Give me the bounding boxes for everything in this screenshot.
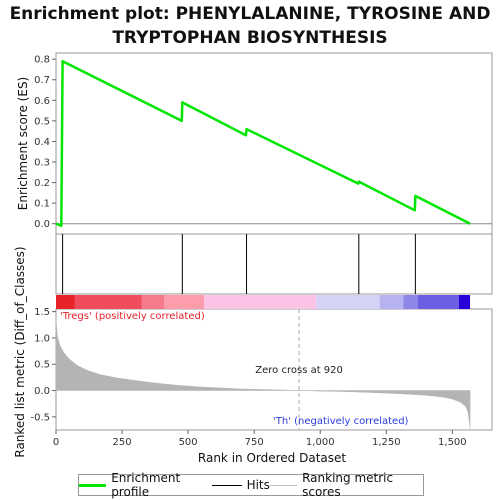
x-tick-label: 1,500: [438, 437, 467, 448]
ranked-y-tick-label: 0.5: [34, 360, 50, 371]
heat-bar-segment: [418, 295, 459, 309]
es-y-tick-label: 0.3: [34, 158, 50, 169]
legend-item-hits: Hits: [211, 478, 270, 492]
legend-label-ranking: Ranking metric scores: [302, 471, 394, 499]
es-y-tick-label: 0.4: [34, 137, 50, 148]
enrichment-profile-line: [55, 59, 471, 228]
ranked-y-axis-title: Ranked list metric (Diff_of_Classes): [13, 246, 27, 457]
legend-label-enrichment: Enrichment profile: [111, 471, 181, 499]
es-y-tick-label: 0.1: [34, 199, 50, 210]
ranked-y-tick-label: 1.0: [34, 333, 50, 344]
x-tick-label: 750: [245, 437, 264, 448]
es-y-tick-label: 0.5: [34, 116, 50, 127]
ranked-y-tick-label: 1.5: [34, 307, 50, 318]
es-y-tick-label: 0.6: [34, 96, 50, 107]
legend-swatch-hits: [211, 484, 242, 486]
es-y-tick-label: 0.7: [34, 75, 50, 86]
chart-title-line-1: Enrichment plot: PHENYLALANINE, TYROSINE…: [9, 4, 491, 24]
es-y-tick-label: 0.0: [34, 219, 50, 230]
legend-item-ranking: Ranking metric scores: [269, 471, 423, 499]
heat-bar-segment: [403, 295, 419, 309]
heat-bar-segment: [458, 295, 471, 309]
x-axis-title: Rank in Ordered Dataset: [198, 451, 346, 465]
legend-label-hits: Hits: [246, 478, 270, 492]
zero-cross-label: Zero cross at 920: [255, 365, 343, 376]
x-tick-label: 0: [53, 437, 59, 448]
x-tick-label: 250: [113, 437, 132, 448]
chart-title-line-2: TRYPTOPHAN BIOSYNTHESIS: [112, 28, 388, 48]
heat-bar-segment: [316, 295, 380, 309]
legend-item-enrichment: Enrichment profile: [79, 471, 212, 499]
ranking-metric-area: [55, 319, 471, 429]
legend-swatch-enrichment: [79, 483, 107, 487]
positive-class-label: 'Tregs' (positively correlated): [60, 311, 205, 322]
es-y-tick-label: 0.2: [34, 178, 50, 189]
heat-bar-segment: [379, 295, 404, 309]
heat-bar-segment: [56, 295, 75, 309]
es-y-tick-label: 0.8: [34, 55, 50, 66]
ranked-y-tick-label: -0.5: [30, 412, 50, 423]
x-tick-label: 1,000: [306, 437, 335, 448]
hits-panel-frame: [55, 233, 493, 295]
plot-area: 0.0 0.1 0.2 0.3 0.4 0.5 0.6 0.7 0.8 Enrichment sc…: [13, 52, 493, 465]
x-tick-label: 500: [179, 437, 198, 448]
ranked-y-tick-label: 0.0: [34, 386, 50, 397]
es-y-axis-title: Enrichment score (ES): [16, 77, 30, 210]
x-tick-label: 1,250: [372, 437, 401, 448]
negative-class-label: 'Th' (negatively correlated): [273, 416, 409, 427]
legend: Enrichment profile Hits Ranking metric s…: [78, 471, 424, 499]
legend-swatch-ranking: [269, 484, 298, 486]
heat-bar-segment: [141, 295, 165, 309]
heat-bar-segment: [164, 295, 204, 309]
heat-bar-segment: [74, 295, 142, 309]
heat-bar-segment: [203, 295, 317, 309]
